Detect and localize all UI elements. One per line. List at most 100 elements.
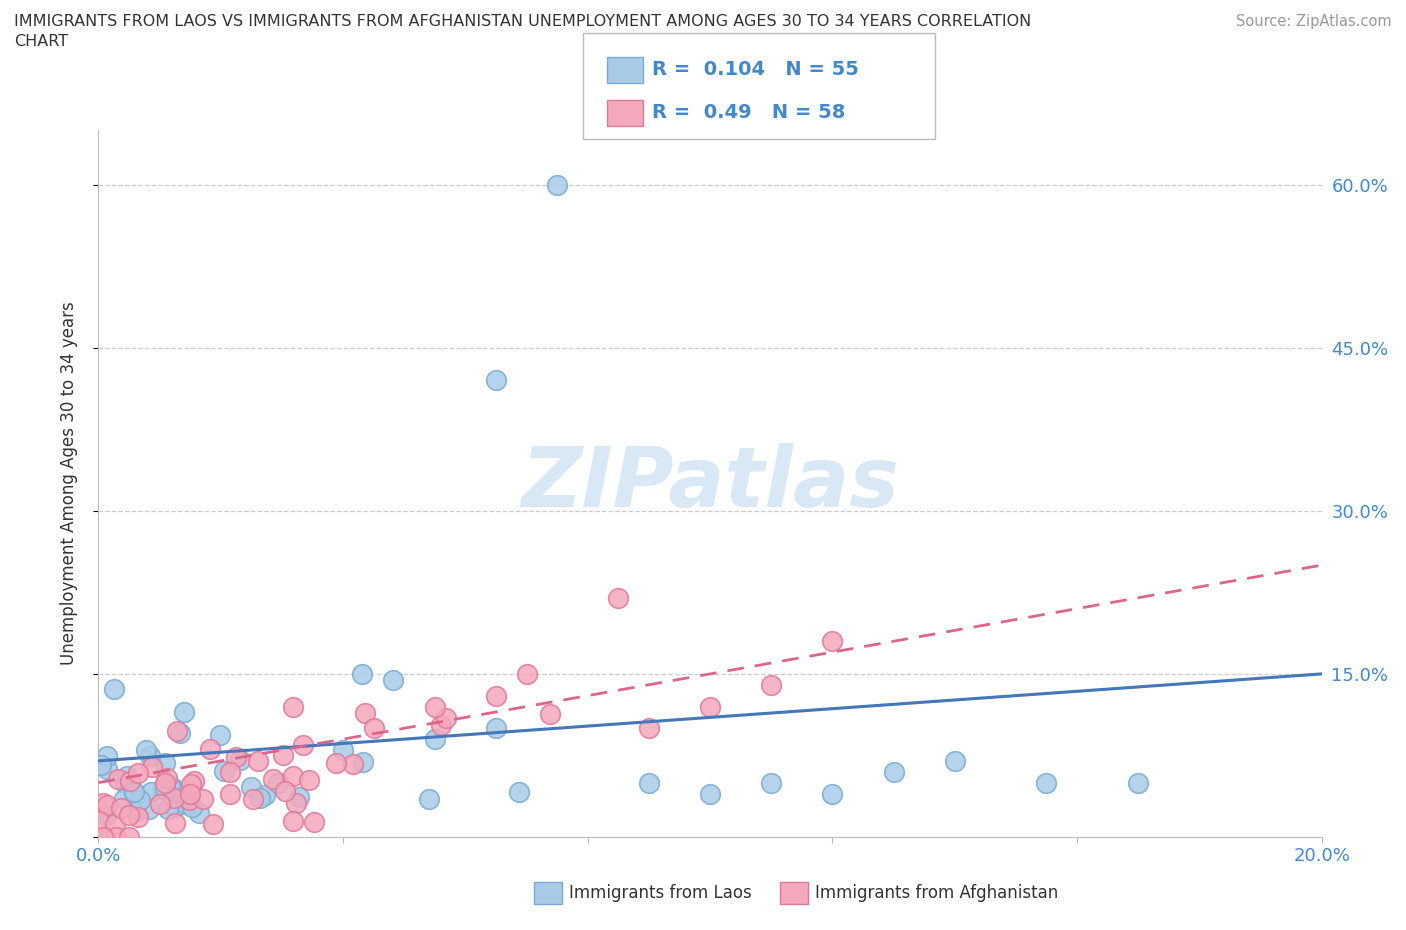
Point (153, 776, 176, 790)
Point (96, 798, 118, 813)
Point (183, 774, 205, 789)
Point (821, 786, 844, 801)
Point (115, 769, 138, 784)
Point (759, 776, 782, 790)
Point (699, 786, 721, 801)
Point (163, 799, 186, 814)
Point (281, 699, 304, 714)
Point (156, 802, 179, 817)
Point (418, 791, 440, 806)
Point (149, 797, 172, 812)
Point (188, 805, 211, 820)
Text: IMMIGRANTS FROM LAOS VS IMMIGRANTS FROM AFGHANISTAN UNEMPLOYMENT AMONG AGES 30 T: IMMIGRANTS FROM LAOS VS IMMIGRANTS FROM … (14, 14, 1032, 29)
Point (120, 774, 142, 789)
Point (209, 727, 232, 742)
Point (179, 786, 201, 801)
Point (174, 796, 197, 811)
Text: R =  0.104   N = 55: R = 0.104 N = 55 (652, 60, 859, 79)
Point (110, 801, 132, 816)
Point (212, 764, 235, 779)
Point (103, 682, 125, 697)
Point (325, 755, 347, 770)
Point (246, 753, 269, 768)
Point (821, 634, 844, 649)
Point (354, 706, 377, 721)
Point (240, 780, 263, 795)
Point (153, 782, 176, 797)
Point (141, 785, 163, 800)
Point (423, 699, 446, 714)
Point (118, 830, 141, 844)
Point (163, 790, 186, 805)
Point (122, 785, 145, 800)
Point (242, 791, 264, 806)
Point (363, 721, 385, 736)
Point (163, 784, 186, 799)
Point (254, 788, 277, 803)
Point (114, 776, 136, 790)
Point (283, 768, 305, 783)
Point (637, 776, 661, 790)
Point (91, 830, 114, 844)
Point (125, 804, 148, 818)
Point (93, 795, 115, 810)
Point (262, 772, 284, 787)
Point (283, 814, 305, 829)
Point (229, 752, 252, 767)
Text: Immigrants from Afghanistan: Immigrants from Afghanistan (815, 884, 1059, 902)
Point (538, 707, 561, 722)
Point (607, 591, 630, 605)
Point (129, 792, 152, 807)
Point (127, 810, 149, 825)
Point (112, 791, 135, 806)
Point (150, 781, 173, 796)
Point (94, 808, 117, 823)
Point (429, 718, 451, 733)
Text: Source: ZipAtlas.com: Source: ZipAtlas.com (1236, 14, 1392, 29)
Point (163, 816, 186, 830)
Point (138, 802, 160, 817)
Point (759, 677, 782, 692)
Point (342, 756, 364, 771)
Point (943, 753, 966, 768)
Text: Immigrants from Laos: Immigrants from Laos (569, 884, 752, 902)
Point (1035, 776, 1057, 790)
Point (200, 741, 222, 756)
Point (274, 784, 297, 799)
Point (159, 779, 181, 794)
Point (485, 688, 508, 703)
Point (153, 756, 176, 771)
Point (302, 815, 325, 830)
Text: R =  0.49   N = 58: R = 0.49 N = 58 (652, 103, 846, 122)
Point (225, 750, 247, 764)
Point (89, 814, 111, 829)
Point (181, 800, 204, 815)
Point (298, 772, 321, 787)
Point (156, 771, 179, 786)
Point (352, 754, 374, 769)
Point (699, 699, 721, 714)
Point (191, 791, 214, 806)
Point (508, 785, 530, 800)
Point (96, 749, 118, 764)
Point (177, 792, 200, 807)
Point (180, 777, 202, 791)
Point (382, 672, 405, 687)
Point (107, 772, 129, 787)
Point (138, 749, 160, 764)
Text: CHART: CHART (14, 34, 67, 49)
Point (883, 764, 905, 779)
Point (434, 711, 457, 725)
Point (173, 705, 195, 720)
Point (127, 765, 149, 780)
Point (287, 790, 309, 804)
Point (169, 725, 191, 740)
Point (118, 808, 141, 823)
Point (96, 762, 118, 777)
Point (135, 743, 157, 758)
Point (104, 830, 127, 844)
Point (162, 781, 184, 796)
Point (423, 732, 446, 747)
Point (1128, 776, 1150, 790)
Point (90, 758, 112, 773)
